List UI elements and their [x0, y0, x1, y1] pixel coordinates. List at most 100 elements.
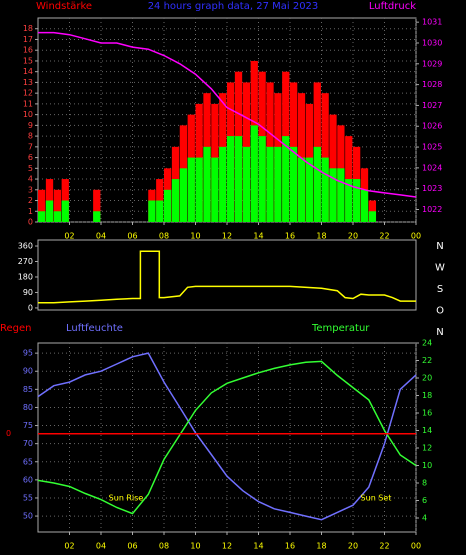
x-tick-label: 02	[64, 542, 74, 551]
y2-tick-label: 1023	[422, 184, 442, 193]
y-tick-label: 9	[28, 121, 33, 130]
x-tick-label: 08	[159, 542, 169, 551]
y-tick-label: 17	[23, 35, 33, 44]
y-tick-label: 1	[28, 207, 33, 216]
y2-tick-label: 10	[422, 461, 432, 470]
bar	[93, 211, 101, 222]
y2-tick-label: 12	[422, 444, 432, 453]
y-tick-label: 80	[23, 403, 33, 412]
x-tick-label: 00	[411, 542, 421, 551]
bar	[38, 211, 46, 222]
y-tick-label: 14	[23, 67, 33, 76]
bar	[164, 189, 172, 222]
bar	[45, 179, 54, 222]
x-tick-label: 10	[190, 232, 200, 241]
bar	[337, 168, 345, 222]
bar	[38, 189, 46, 222]
y-tick-label: 15	[23, 56, 33, 65]
y-tick-label: 18	[23, 24, 33, 33]
x-tick-label: 10	[190, 542, 200, 551]
x-tick-label: 12	[222, 232, 232, 241]
y-axis-label: Windstärke	[36, 1, 92, 12]
bar	[156, 200, 164, 222]
data-line	[37, 352, 417, 521]
y-tick-label: 95	[23, 349, 33, 358]
y2-axis-label: Temperatur	[311, 323, 370, 334]
y-tick-label: 85	[23, 385, 33, 394]
annotation: Sun Rise	[109, 494, 144, 503]
y2-tick-label: 18	[422, 391, 432, 400]
y-tick-label: 180	[18, 272, 33, 281]
bar	[171, 179, 180, 222]
y-tick-label: 0	[28, 218, 33, 227]
direction-label: S	[437, 284, 443, 295]
bar	[242, 146, 251, 222]
y-tick-label: 4	[28, 175, 33, 184]
bar	[313, 146, 321, 222]
y-tick-label: 13	[23, 78, 33, 87]
bar	[282, 136, 290, 222]
y-tick-label: 55	[23, 493, 33, 502]
x-tick-label: 18	[316, 542, 326, 551]
y2-tick-label: 1024	[422, 163, 442, 172]
y-tick-label: 75	[23, 421, 33, 430]
y-axis-label: Luftfeuchte	[66, 323, 123, 334]
y-tick-label: 6	[28, 153, 33, 162]
bar	[148, 200, 156, 222]
plot-frame	[37, 239, 417, 311]
bar	[45, 200, 54, 222]
bar	[219, 146, 227, 222]
y-tick-label: 50	[23, 512, 33, 521]
bar	[195, 157, 203, 222]
x-tick-label: 04	[96, 542, 106, 551]
y-tick-label: 2	[28, 196, 33, 205]
x-tick-label: 06	[127, 542, 137, 551]
y-tick-label: 360	[18, 242, 33, 251]
y2-tick-label: 4	[422, 514, 427, 523]
y-tick-label: 90	[23, 367, 33, 376]
direction-label: O	[436, 306, 444, 317]
bar	[203, 146, 211, 222]
bar	[360, 189, 369, 222]
bar	[258, 136, 266, 222]
bar	[274, 146, 282, 222]
y-tick-label: 270	[18, 257, 33, 266]
y2-axis-label: Luftdruck	[369, 1, 416, 12]
y2-tick-label: 14	[422, 426, 432, 435]
x-tick-label: 06	[127, 232, 137, 241]
y2-tick-label: 1027	[422, 101, 442, 110]
x-tick-label: 22	[379, 232, 389, 241]
bar	[53, 189, 62, 222]
y2-tick-label: 22	[422, 356, 432, 365]
y-tick-label: 12	[23, 89, 33, 98]
bar	[234, 136, 243, 222]
y-tick-label: 60	[23, 475, 33, 484]
bar	[297, 157, 306, 222]
y2-tick-label: 16	[422, 409, 432, 418]
bar	[53, 211, 62, 222]
bar	[290, 146, 298, 222]
annotation: Sun Set	[361, 494, 392, 503]
bar	[156, 179, 164, 222]
y2-tick-label: 6	[422, 496, 427, 505]
x-tick-label: 20	[348, 542, 358, 551]
x-tick-label: 14	[253, 232, 263, 241]
x-tick-label: 02	[64, 232, 74, 241]
bar	[250, 125, 258, 222]
x-tick-label: 16	[285, 232, 295, 241]
y2-tick-label: 1026	[422, 122, 442, 131]
data-line	[38, 31, 417, 198]
bar	[266, 146, 274, 222]
x-tick-label: 08	[159, 232, 169, 241]
y-tick-label: 16	[23, 46, 33, 55]
y-tick-label: 3	[28, 185, 33, 194]
direction-label: W	[435, 263, 445, 274]
x-tick-label: 20	[348, 232, 358, 241]
bar	[61, 179, 69, 222]
bar	[227, 136, 235, 222]
bar	[305, 157, 314, 222]
y-tick-label: 65	[23, 457, 33, 466]
data-line	[38, 250, 416, 304]
x-tick-label: 14	[253, 542, 263, 551]
